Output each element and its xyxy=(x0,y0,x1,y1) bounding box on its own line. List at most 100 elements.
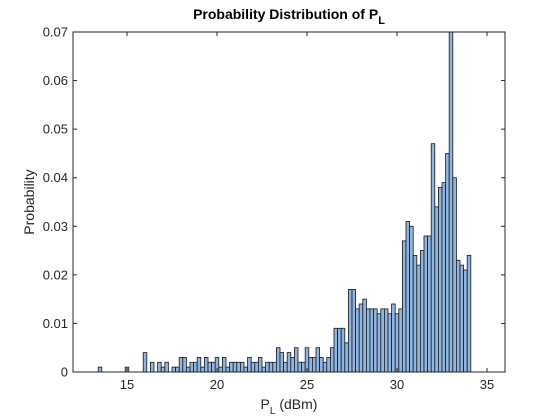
histogram-bar xyxy=(333,327,338,373)
histogram-bar xyxy=(257,357,263,373)
axes-group xyxy=(72,31,506,373)
histogram-bar xyxy=(455,259,461,373)
histogram-bar xyxy=(283,361,288,373)
histogram-bar xyxy=(394,313,400,373)
histogram-bar xyxy=(405,221,410,373)
histogram-bar xyxy=(247,357,252,373)
x-tick-label: 35 xyxy=(480,377,494,392)
histogram-bar xyxy=(369,308,374,373)
histogram-bar xyxy=(373,308,378,373)
y-tick-label: 0.01 xyxy=(43,316,68,331)
histogram-bar xyxy=(200,366,205,373)
x-ticks-group: 15 20 25 30 35 xyxy=(120,32,494,392)
histogram-bar xyxy=(412,255,418,373)
histogram-bar xyxy=(387,313,392,373)
histogram-bar xyxy=(189,361,194,373)
histogram-bar xyxy=(437,187,443,373)
histogram-bar xyxy=(261,366,266,373)
histogram-bar xyxy=(225,366,230,373)
histogram-bar xyxy=(232,361,238,373)
histogram-bar xyxy=(265,361,270,373)
y-tick-label: 0 xyxy=(61,365,68,380)
histogram-bar xyxy=(398,308,403,373)
histogram-bar xyxy=(344,342,349,373)
histogram-bar xyxy=(376,313,382,373)
histogram-bar xyxy=(430,143,436,373)
histogram-bar xyxy=(171,366,176,373)
histogram-bar xyxy=(329,347,335,373)
histogram-bar xyxy=(380,308,385,373)
y-tick-label: 0.02 xyxy=(43,267,68,282)
histogram-bar xyxy=(311,357,317,373)
histogram-bar xyxy=(178,357,184,373)
chart-title-main: Probability Distribution of P xyxy=(193,6,378,22)
histogram-bar xyxy=(362,298,367,373)
x-axis-label-units: (dBm) xyxy=(275,396,317,412)
histogram-bar xyxy=(175,366,180,373)
histogram-bar xyxy=(218,366,223,373)
y-tick-label: 0.06 xyxy=(43,73,68,88)
x-axis-label-subscript: L xyxy=(270,406,276,417)
histogram-bar xyxy=(243,366,248,373)
histogram-bar xyxy=(365,308,371,373)
histogram-bar xyxy=(383,308,389,373)
histogram-bar xyxy=(97,366,103,373)
histogram-bar xyxy=(391,303,396,373)
histogram-bar xyxy=(272,361,277,373)
histogram-bar xyxy=(239,361,245,373)
histogram-bar xyxy=(207,361,212,373)
histogram-bar xyxy=(409,225,414,373)
x-axis-label: PL (dBm) xyxy=(261,396,318,417)
histogram-bar xyxy=(160,366,166,373)
histogram-bar xyxy=(441,182,446,373)
histogram-bar xyxy=(250,361,256,373)
histogram-bar xyxy=(164,361,169,373)
histogram-bar xyxy=(423,235,428,373)
y-tick-label: 0.04 xyxy=(43,170,68,185)
y-axis-label: Probability xyxy=(21,169,37,234)
histogram-bar xyxy=(290,357,295,373)
histogram-bar xyxy=(196,357,202,373)
histogram-bar xyxy=(401,240,407,373)
histogram-bar xyxy=(351,289,356,373)
histogram-bar xyxy=(340,327,346,373)
y-tick-label: 0.07 xyxy=(43,25,68,40)
histogram-bar xyxy=(315,347,320,373)
histogram-bar xyxy=(358,303,364,373)
histogram-bar xyxy=(279,352,284,373)
histogram-bar xyxy=(419,250,425,373)
histogram-bar xyxy=(182,357,187,373)
histogram-bar xyxy=(448,31,454,373)
chart-title: Probability Distribution of PL xyxy=(193,6,385,27)
histogram-bar xyxy=(301,361,306,373)
histogram-bar xyxy=(434,206,439,373)
histogram-bar xyxy=(142,352,148,373)
histogram-bar xyxy=(157,361,162,373)
histogram-bar xyxy=(286,352,292,373)
x-tick-label: 30 xyxy=(390,377,404,392)
histogram-bar xyxy=(445,153,450,373)
histogram-bar xyxy=(463,269,468,373)
y-ticks-group: 0 0.01 0.02 0.03 0.04 0.05 0.06 0.07 xyxy=(43,25,505,380)
bars-group xyxy=(97,31,472,373)
histogram-bar xyxy=(236,361,241,373)
histogram-bar xyxy=(355,308,360,373)
histogram-bar xyxy=(203,357,209,373)
x-tick-label: 25 xyxy=(300,377,314,392)
histogram-bar xyxy=(185,366,191,373)
x-tick-label: 20 xyxy=(210,377,224,392)
histogram-bar xyxy=(452,177,457,373)
histogram-bar xyxy=(254,361,259,373)
histogram-bar xyxy=(211,361,216,373)
x-axis-label-main: P xyxy=(261,396,270,412)
histogram-bar xyxy=(268,361,274,373)
histogram-bar xyxy=(326,357,331,373)
histogram-bar xyxy=(337,327,342,373)
histogram-bar xyxy=(322,361,328,373)
chart-title-subscript: L xyxy=(378,15,385,27)
histogram-bar xyxy=(466,255,472,373)
axes-box xyxy=(72,31,506,373)
x-tick-label: 15 xyxy=(120,377,134,392)
histogram-bar xyxy=(416,264,421,373)
histogram-bar xyxy=(221,357,227,373)
